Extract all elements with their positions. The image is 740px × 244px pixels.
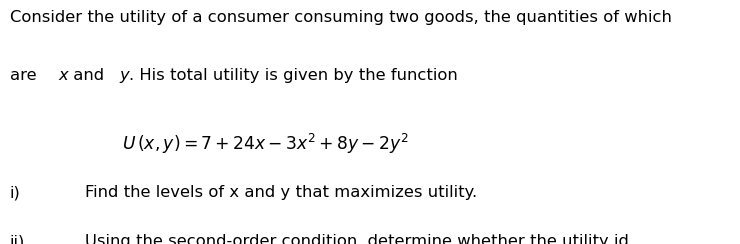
Text: i): i) (10, 185, 21, 200)
Text: . His total utility is given by the function: . His total utility is given by the func… (129, 68, 457, 83)
Text: ii): ii) (10, 234, 25, 244)
Text: Find the levels of x and y that maximizes utility.: Find the levels of x and y that maximize… (85, 185, 477, 200)
Text: Using the second-order condition, determine whether the utility id: Using the second-order condition, determ… (85, 234, 629, 244)
Text: Consider the utility of a consumer consuming two goods, the quantities of which: Consider the utility of a consumer consu… (10, 10, 671, 25)
Text: x: x (58, 68, 68, 83)
Text: $U\,(x, y) = 7 + 24x - 3x^2 + 8y - 2y^2$: $U\,(x, y) = 7 + 24x - 3x^2 + 8y - 2y^2$ (122, 132, 409, 156)
Text: and: and (68, 68, 110, 83)
Text: are: are (10, 68, 41, 83)
Text: y: y (120, 68, 130, 83)
